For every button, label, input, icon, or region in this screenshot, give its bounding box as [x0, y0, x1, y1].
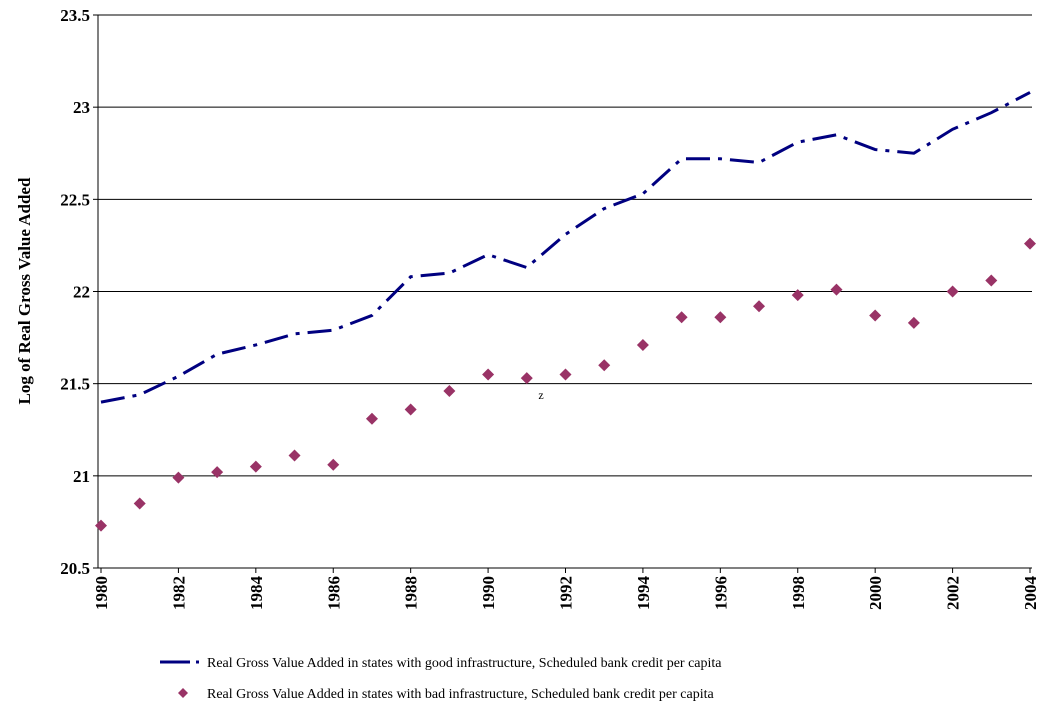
x-tick-label: 1982 — [169, 576, 188, 610]
point — [482, 368, 495, 381]
x-tick-label: 1986 — [324, 576, 343, 610]
annotation: z — [538, 388, 543, 402]
x-tick-label: 2004 — [1021, 576, 1040, 611]
point — [869, 309, 882, 322]
point — [907, 316, 920, 329]
point — [288, 449, 301, 462]
legend-swatch — [178, 688, 188, 698]
y-tick-label: 22 — [73, 283, 90, 302]
x-tick-label: 1994 — [634, 576, 653, 611]
y-tick-label: 23.5 — [60, 6, 90, 25]
point — [946, 285, 959, 298]
point — [714, 311, 727, 324]
point — [211, 466, 224, 479]
y-tick-label: 22.5 — [60, 190, 90, 209]
point — [985, 274, 998, 287]
point — [95, 519, 107, 532]
point — [327, 458, 340, 471]
x-tick-label: 1996 — [711, 576, 730, 610]
y-tick-label: 21 — [73, 467, 90, 486]
x-tick-label: 1980 — [92, 576, 111, 610]
point — [675, 311, 688, 324]
point — [559, 368, 572, 381]
y-tick-label: 21.5 — [60, 375, 90, 394]
x-tick-label: 1990 — [479, 576, 498, 610]
point — [133, 497, 146, 510]
point — [404, 403, 417, 416]
x-tick-label: 2002 — [944, 576, 963, 610]
x-tick-label: 2000 — [866, 576, 885, 610]
x-tick-label: 1988 — [402, 576, 421, 610]
x-tick-label: 1998 — [789, 576, 808, 610]
series-line — [100, 91, 1031, 404]
point — [791, 289, 804, 302]
point — [443, 385, 456, 398]
point — [249, 460, 262, 473]
point — [598, 359, 611, 372]
point — [365, 412, 378, 425]
point — [1024, 237, 1036, 250]
x-tick-label: 1984 — [247, 576, 266, 611]
point — [172, 471, 185, 484]
x-tick-label: 1992 — [557, 576, 576, 610]
point — [520, 372, 533, 385]
point — [830, 283, 843, 296]
y-axis-label: Log of Real Gross Value Added — [15, 177, 34, 404]
point — [753, 300, 766, 313]
y-tick-label: 20.5 — [60, 559, 90, 578]
legend-label: Real Gross Value Added in states with ba… — [207, 687, 714, 702]
point — [636, 338, 649, 351]
y-tick-label: 23 — [73, 98, 90, 117]
legend-label: Real Gross Value Added in states with go… — [207, 656, 722, 671]
